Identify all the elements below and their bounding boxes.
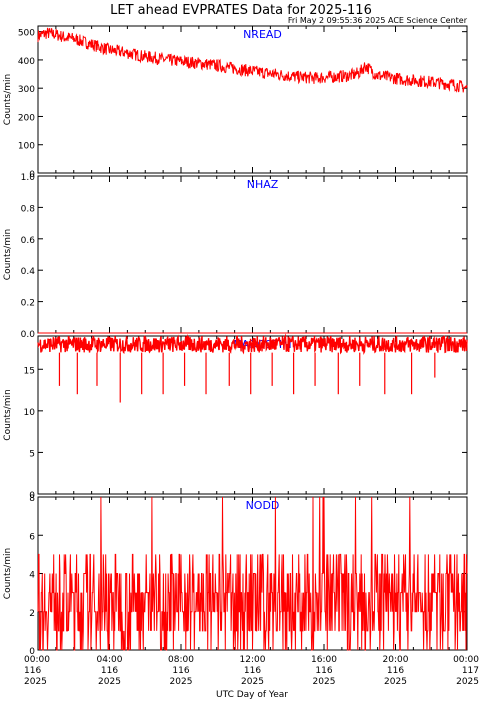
- x-tick-year: 2025: [170, 677, 193, 687]
- y-tick-label: 0.8: [21, 204, 36, 214]
- timestamp-label: Fri May 2 09:55:36 2025 ACE Science Cent…: [288, 16, 468, 25]
- x-tick-doy: 116: [244, 666, 261, 676]
- y-tick-label: 1.0: [21, 173, 36, 183]
- x-tick-doy: 116: [315, 666, 332, 676]
- y-tick-label: 2: [29, 609, 35, 619]
- series-line: [37, 496, 468, 651]
- x-tick-year: 2025: [384, 677, 407, 687]
- y-tick-label: 0.0: [21, 330, 36, 340]
- x-tick-doy: 116: [172, 666, 189, 676]
- plot-frame: [37, 335, 468, 495]
- x-tick-year: 2025: [98, 677, 121, 687]
- y-axis-label: Counts/min: [3, 229, 13, 280]
- x-tick-time: 12:00: [240, 655, 266, 665]
- x-tick-year: 2025: [24, 677, 47, 687]
- series-label: NREAD: [243, 28, 282, 41]
- x-tick-time: 00:00: [24, 655, 50, 665]
- chart-title: LET ahead EVPRATES Data for 2025-116: [110, 3, 372, 18]
- y-tick-label: 15: [24, 366, 35, 376]
- y-tick-label: 0.4: [21, 267, 36, 277]
- y-tick-label: 4: [29, 571, 35, 581]
- y-tick-label: 10: [24, 408, 36, 418]
- x-tick-time: 04:00: [97, 655, 123, 665]
- y-tick-label: 100: [18, 142, 35, 152]
- y-tick-label: 0: [29, 647, 35, 657]
- x-tick-doy: 116: [387, 666, 404, 676]
- y-tick-label: 400: [18, 57, 35, 67]
- y-tick-label: 6: [29, 532, 35, 542]
- y-tick-label: 200: [18, 113, 35, 123]
- y-tick-label: 0.2: [21, 299, 35, 309]
- x-tick-year: 2025: [313, 677, 336, 687]
- y-tick-label: 300: [18, 85, 35, 95]
- x-tick-doy: 117: [462, 666, 479, 676]
- series-label: NHAZ: [247, 178, 279, 191]
- y-tick-label: 0: [29, 170, 35, 180]
- x-tick-year: 2025: [241, 677, 264, 687]
- x-tick-time: 16:00: [311, 655, 337, 665]
- y-tick-label: 8: [29, 494, 35, 504]
- series-line: [37, 27, 468, 93]
- plot-frame: [37, 175, 468, 334]
- y-axis-label: Counts/min: [3, 74, 13, 125]
- x-tick-time: 00:00: [453, 655, 479, 665]
- x-tick-time: 08:00: [168, 655, 194, 665]
- x-tick-time: 20:00: [383, 655, 409, 665]
- y-tick-label: 5: [29, 449, 35, 459]
- x-tick-doy: 116: [24, 666, 41, 676]
- y-tick-label: 0: [29, 491, 35, 501]
- y-axis-label: Counts/min: [3, 389, 13, 440]
- y-axis-label: Counts/min: [3, 548, 13, 599]
- series-label: NODD: [246, 499, 280, 512]
- panel-nread: 0 100 200 300 400 500 Counts/min NREAD: [3, 25, 468, 180]
- y-tick-label: 500: [18, 29, 35, 39]
- series-line: [37, 333, 468, 355]
- x-tick-doy: 116: [101, 666, 118, 676]
- panel-nodd: 0 2 4 6 8 Counts/min NODD: [3, 494, 468, 657]
- panel-nhaz: 0.0 0.2 0.4 0.6 0.8 1.0 Counts/min NHAZ: [3, 173, 468, 340]
- x-tick-year: 2025: [456, 677, 479, 687]
- y-tick-label: 0.6: [21, 236, 36, 246]
- x-axis-label: UTC Day of Year: [216, 690, 288, 700]
